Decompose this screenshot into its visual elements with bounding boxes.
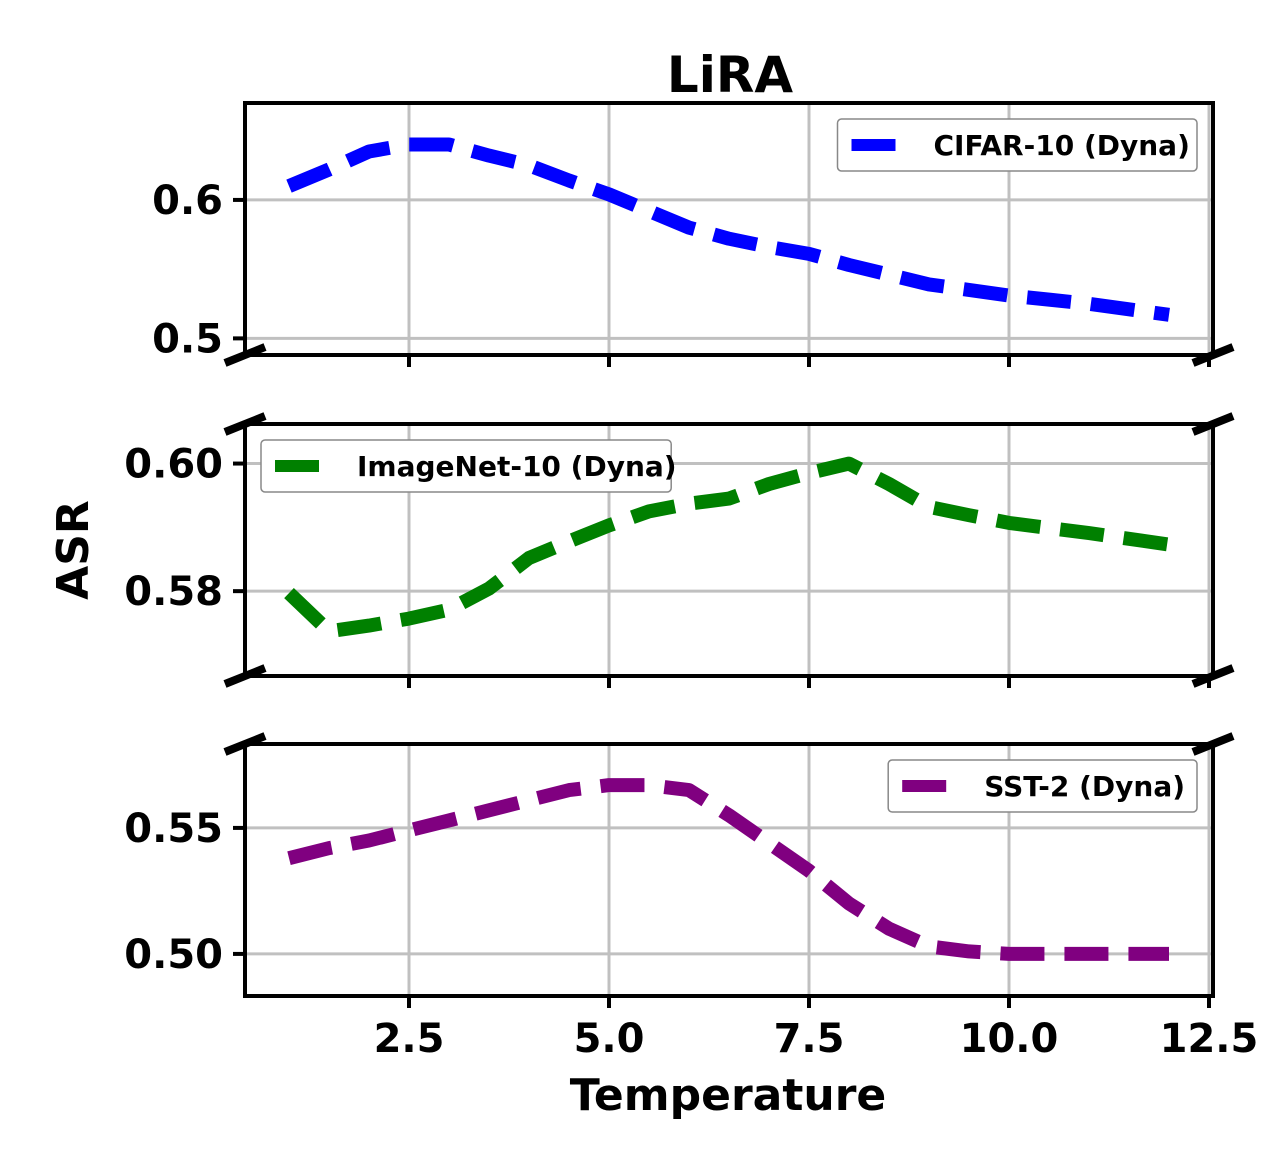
x-tick-label: 10.0 bbox=[960, 1016, 1059, 1062]
legend-label: SST-2 (Dyna) bbox=[984, 770, 1185, 803]
y-tick-label: 0.5 bbox=[152, 316, 223, 362]
chart-title: LiRA bbox=[667, 46, 794, 104]
axis-break-mark bbox=[223, 412, 267, 436]
legend: SST-2 (Dyna) bbox=[887, 759, 1198, 813]
x-tick-label: 2.5 bbox=[374, 1016, 445, 1062]
y-tick-label: 0.58 bbox=[124, 569, 223, 615]
axis-break-mark bbox=[1191, 664, 1235, 688]
legend-box bbox=[836, 118, 1198, 172]
x-axis-title: Temperature bbox=[570, 1070, 887, 1121]
legend-label: CIFAR-10 (Dyna) bbox=[934, 129, 1190, 162]
x-tick-label: 7.5 bbox=[774, 1016, 845, 1062]
panel-2: 0.58 0.60 ImageNet-10 (Dyna) bbox=[124, 412, 1235, 688]
x-tick-label: 5.0 bbox=[574, 1016, 645, 1062]
panel-1: 0.5 0.6 CIFAR-10 (Dyna) bbox=[152, 101, 1235, 367]
axis-break-mark bbox=[1191, 732, 1235, 756]
panel-3: 0.50 0.55 2.5 5.0 7.5 10.0 12.5 SST-2 (Dyna) bbox=[124, 732, 1259, 1062]
axis-break-mark bbox=[223, 343, 267, 367]
axis-break-mark bbox=[223, 732, 267, 756]
y-tick-label: 0.50 bbox=[124, 932, 223, 978]
y-axis-title: ASR bbox=[48, 500, 99, 600]
series-line bbox=[286, 137, 1170, 322]
series-line bbox=[287, 778, 1169, 961]
series-line bbox=[284, 456, 1171, 639]
y-tick-label: 0.55 bbox=[124, 806, 223, 852]
axis-break-mark bbox=[1191, 412, 1235, 436]
legend-box bbox=[887, 759, 1198, 813]
axis-break-mark bbox=[1191, 343, 1235, 367]
axis-break-mark bbox=[223, 664, 267, 688]
y-tick-label: 0.6 bbox=[152, 178, 223, 224]
legend-label: ImageNet-10 (Dyna) bbox=[357, 450, 677, 483]
y-tick-label: 0.60 bbox=[124, 442, 223, 488]
panels-layer: 0.5 0.6 CIFAR-10 (Dyna) 0.58 0.60 ImageNet-10… bbox=[124, 101, 1259, 1062]
legend: ImageNet-10 (Dyna) bbox=[260, 439, 677, 493]
x-tick-label: 12.5 bbox=[1160, 1016, 1259, 1062]
legend-box bbox=[260, 439, 672, 493]
legend: CIFAR-10 (Dyna) bbox=[836, 118, 1198, 172]
